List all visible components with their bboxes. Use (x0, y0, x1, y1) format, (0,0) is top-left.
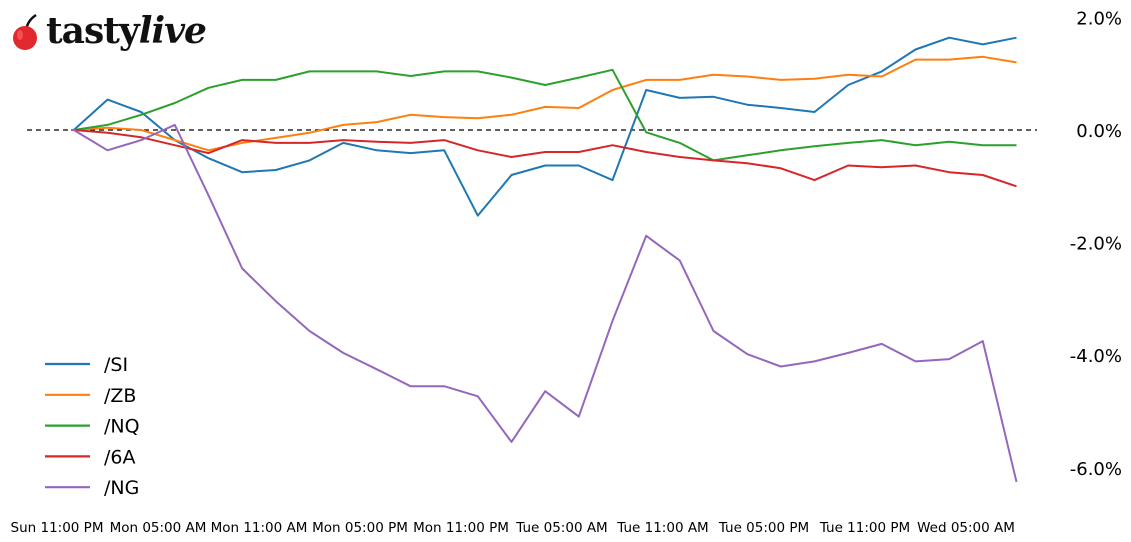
series-line-6a (71, 129, 1017, 188)
legend-label: /6A (104, 446, 136, 468)
x-tick-label: Mon 11:00 AM (211, 520, 308, 536)
x-tick-label: Wed 05:00 AM (917, 520, 1015, 536)
legend-label: /SI (104, 354, 128, 376)
logo-wordmark: tastylive (46, 10, 207, 52)
legend-label: /NG (104, 477, 139, 499)
x-tick-label: Tue 11:00 PM (819, 520, 910, 536)
tastylive-logo: tastylive (8, 6, 207, 56)
cherry-icon (13, 13, 37, 50)
x-tick-label: Tue 05:00 AM (515, 520, 607, 536)
y-tick-label: -2.0% (1070, 234, 1122, 255)
x-tick-label: Mon 05:00 PM (312, 520, 408, 536)
x-tick-label: Mon 11:00 PM (413, 520, 509, 536)
x-tick-label: Mon 05:00 AM (110, 520, 207, 536)
series-line-si (71, 36, 1017, 217)
series-line-ng (71, 123, 1018, 483)
x-tick-label: Tue 11:00 AM (616, 520, 708, 536)
y-tick-label: -6.0% (1070, 459, 1122, 480)
legend-label: /ZB (104, 385, 136, 407)
series-line-nq (71, 68, 1017, 162)
x-tick-label: Sun 11:00 PM (11, 520, 104, 536)
y-tick-label: -4.0% (1070, 346, 1122, 367)
x-tick-label: Tue 05:00 PM (718, 520, 809, 536)
series-line-zb (71, 55, 1017, 152)
y-tick-label: 2.0% (1076, 8, 1122, 29)
legend-label: /NQ (104, 416, 140, 438)
y-tick-label: 0.0% (1076, 121, 1122, 142)
